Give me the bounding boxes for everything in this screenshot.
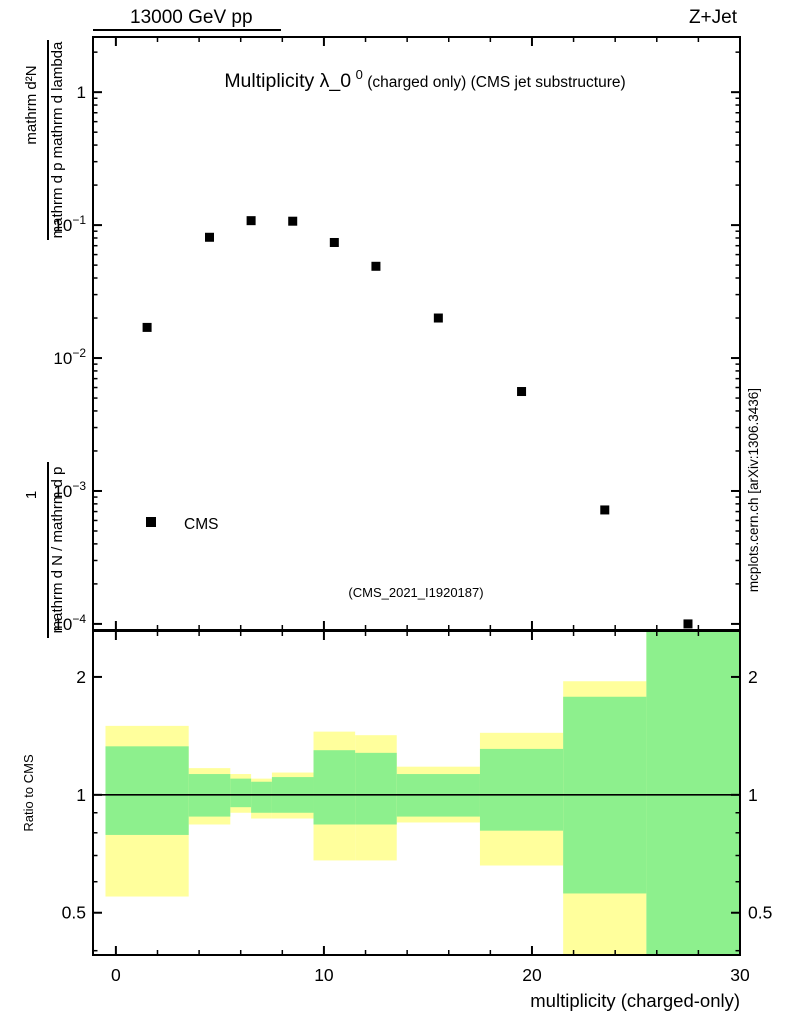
plot-title-superscript: 0 <box>356 67 363 82</box>
data-point-marker <box>246 216 256 226</box>
data-points-layer <box>142 216 693 629</box>
main-y-tick-label: 10−1 <box>53 213 86 235</box>
data-point-marker <box>600 505 610 515</box>
ratio-y-tick-label-left: 1 <box>76 785 86 805</box>
header-beam-label: 13000 GeV pp <box>130 7 253 28</box>
y-label-lower-numerator: 1 <box>23 491 40 499</box>
ratio-y-tick-label-right: 2 <box>748 667 758 687</box>
analysis-watermark: (CMS_2021_I1920187) <box>348 585 483 600</box>
ratio-band-green <box>646 632 739 954</box>
legend-marker-square-icon <box>146 517 156 527</box>
data-point-marker <box>205 232 215 242</box>
main-y-tick-label: 10−2 <box>53 346 86 368</box>
plot-title-main: Multiplicity λ_0 <box>224 70 351 92</box>
ratio-band-green <box>105 746 189 835</box>
y-label-upper-numerator: mathrm d²N <box>23 65 40 144</box>
y-label-lower-denominator: mathrm d N / mathrm d p <box>49 467 66 634</box>
ratio-y-tick-label-right: 1 <box>748 785 758 805</box>
main-y-tick-label: 10−3 <box>53 479 86 501</box>
ticks-layer: 0 10 20 30 1 10−1 10−2 10−3 10−4 2 2 1 1 0.5 0.5 <box>53 37 772 985</box>
data-point-marker <box>683 619 693 629</box>
ratio-panel-frame <box>92 630 741 956</box>
data-point-marker <box>329 237 339 247</box>
x-tick-label: 10 <box>314 965 334 985</box>
ratio-band-green <box>479 748 564 831</box>
ratio-band-green <box>251 781 272 813</box>
axes-frames <box>92 36 741 956</box>
ratio-y-tick-label-left: 2 <box>76 667 86 687</box>
header-process-label: Z+Jet <box>689 7 738 28</box>
plot-title-suffix: (charged only) (CMS jet substructure) <box>367 74 625 91</box>
y-label-upper-denominator: mathrm d p mathrm d lambda <box>49 41 66 238</box>
x-axis-label: multiplicity (charged-only) <box>530 990 740 1011</box>
x-tick-label: 30 <box>730 965 750 985</box>
data-point-marker <box>142 322 152 332</box>
data-point-marker <box>288 216 298 226</box>
ratio-band-green <box>313 750 356 825</box>
ratio-y-tick-label-left: 0.5 <box>62 903 86 923</box>
ratio-band-green <box>355 752 397 825</box>
ratio-y-tick-label-right: 0.5 <box>748 903 772 923</box>
x-tick-label: 0 <box>111 965 121 985</box>
ratio-bands-layer <box>105 632 739 954</box>
ratio-band-green <box>230 778 252 808</box>
mcplots-side-note: mcplots.cern.ch [arXiv:1306.3436] <box>746 388 761 592</box>
main-y-tick-label: 1 <box>77 83 86 102</box>
plot-title: Multiplicity λ_0 0 (charged only) (CMS j… <box>224 66 625 92</box>
x-tick-label: 20 <box>522 965 542 985</box>
data-point-marker <box>433 313 443 323</box>
ratio-y-axis-label: Ratio to CMS <box>21 754 36 832</box>
data-point-marker <box>371 261 381 271</box>
main-y-tick-label: 10−4 <box>53 612 86 634</box>
data-point-marker <box>517 387 527 397</box>
legend-series-label: CMS <box>184 516 218 533</box>
main-panel-frame <box>92 36 741 631</box>
